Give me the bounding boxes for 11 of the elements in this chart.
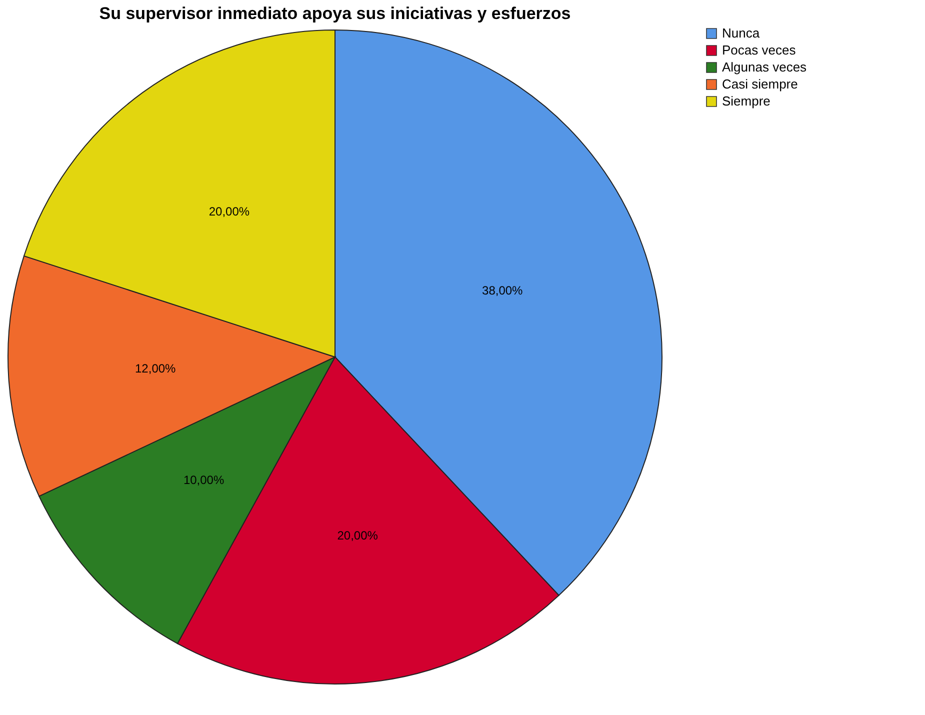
legend-label: Casi siempre <box>722 76 798 92</box>
legend-label: Algunas veces <box>722 60 808 74</box>
data-label: 12,00% <box>135 361 176 376</box>
legend-label: Nunca <box>722 26 760 40</box>
data-label: 20,00% <box>337 528 378 543</box>
data-label: 20,00% <box>208 204 250 218</box>
chart-title: Su supervisor inmediato apoya sus iniciativas y esfuerzos <box>99 4 571 23</box>
legend-label: Pocas veces <box>722 42 796 58</box>
legend-label: Siempre <box>722 94 770 108</box>
data-label: 38,00% <box>482 284 524 298</box>
data-label: 10,00% <box>183 473 224 488</box>
